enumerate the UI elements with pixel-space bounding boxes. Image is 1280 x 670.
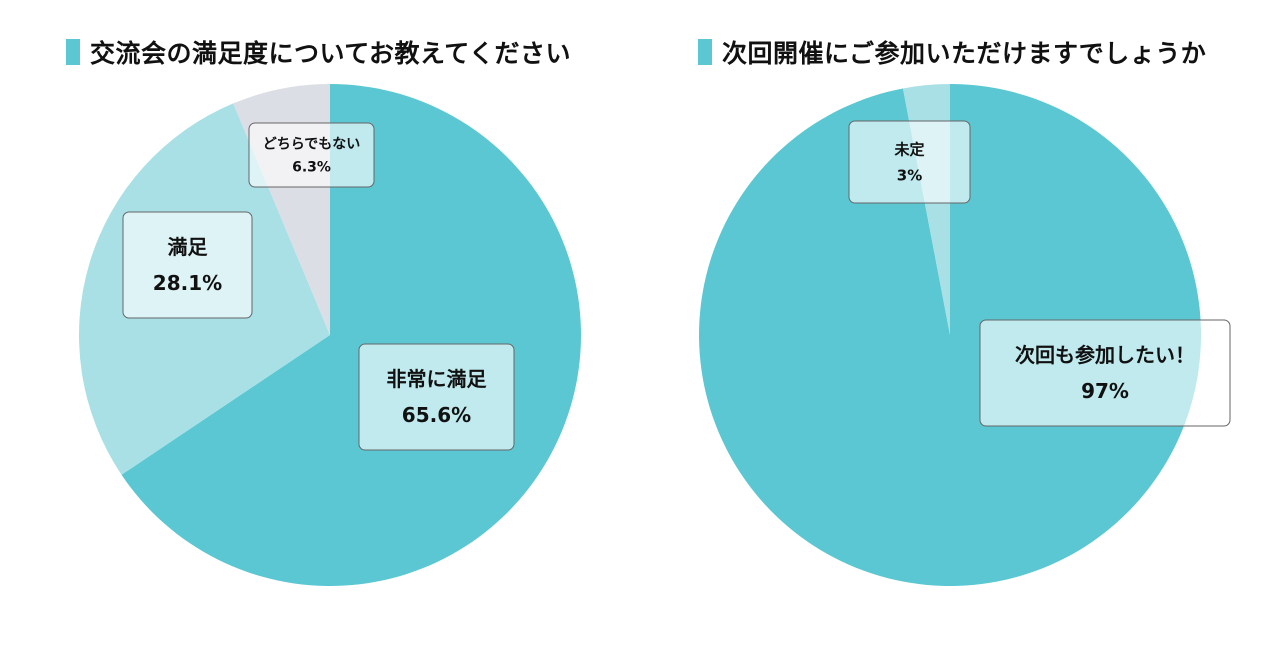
slice-value-label: 3% — [897, 166, 922, 184]
slice-label: 非常に満足 — [387, 367, 488, 391]
slice-callout-2: 未定 3% — [848, 120, 971, 204]
callout-box — [122, 211, 253, 319]
callout-box — [358, 343, 515, 451]
callout-box — [979, 319, 1231, 427]
slice-label: 満足 — [168, 235, 209, 259]
slice-label: どちらでもない — [263, 137, 361, 153]
chart-title: 交流会の満足度についてお教えてください — [66, 34, 571, 70]
slice-callout-3: どちらでもない 6.3% — [248, 122, 375, 188]
slice-value-label: 28.1% — [153, 271, 222, 295]
chart-title-text: 次回開催にご参加いただけますでしょうか — [722, 39, 1207, 68]
satisfaction-pie: 非常に満足 65.6% 満足 28.1% どちらでもない 6.3% — [78, 84, 581, 587]
slice-label: 次回も参加したい！ — [1015, 343, 1195, 367]
pie-slice-1 — [699, 83, 1202, 586]
satisfaction-chart: 交流会の満足度についてお教えてください 非常に満足 65.6% 満足 28.1% どちら… — [66, 34, 581, 587]
next-attendance-pie: 次回も参加したい！ 97% 未定 3% — [699, 83, 1231, 586]
title-marker — [698, 39, 712, 65]
slice-value-label: 97% — [1081, 379, 1129, 403]
slice-value-label: 65.6% — [402, 403, 471, 427]
chart-title-text: 交流会の満足度についてお教えてください — [90, 39, 572, 68]
slice-callout-1: 非常に満足 65.6% — [358, 343, 515, 451]
slice-value-label: 6.3% — [292, 160, 331, 176]
slice-callout-2: 満足 28.1% — [122, 211, 253, 319]
slice-label: 未定 — [893, 140, 924, 158]
next-attendance-chart: 次回開催にご参加いただけますでしょうか 次回も参加したい！ 97% 未定 3% — [640, 0, 1280, 670]
pie-slice-1 — [121, 84, 581, 587]
title-marker — [66, 39, 80, 65]
chart-title: 次回開催にご参加いただけますでしょうか — [698, 34, 1206, 70]
slice-callout-1: 次回も参加したい！ 97% — [979, 319, 1231, 427]
callout-box — [848, 120, 971, 204]
callout-box — [248, 122, 375, 188]
